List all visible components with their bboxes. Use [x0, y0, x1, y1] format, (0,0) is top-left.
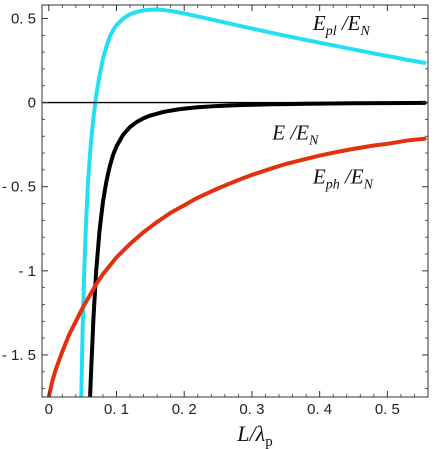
series-line-epl-en [79, 7, 427, 397]
x-tick-label: 0. 5 [375, 401, 400, 418]
y-tick-label: - 1 [18, 263, 36, 280]
x-axis-label: L/λp [236, 421, 272, 449]
y-tick-label: 0. 5 [11, 10, 36, 27]
y-tick-label: - 0. 5 [2, 179, 36, 196]
y-tick-label: 0 [28, 95, 36, 112]
plot-frame-layer [41, 4, 429, 398]
x-tick-label: 0. 1 [104, 401, 129, 418]
series-line-eph-en [46, 136, 427, 397]
series-label-e-en: E /EN [271, 121, 319, 149]
series-lines [46, 7, 427, 397]
tick-layer [42, 5, 428, 397]
series-label-eph-en: Eph /EN [312, 164, 374, 192]
series-line-e-en [88, 100, 427, 397]
plot-frame [41, 4, 429, 398]
y-tick-label: - 1. 5 [2, 347, 36, 364]
series-label-epl-en: Epl /EN [312, 11, 371, 39]
label-layer: 0 0. 1 0. 2 0. 3 0. 4 0. 5 0. 5 0 - 0. 5 - 1 - 1. … [2, 10, 400, 449]
x-tick-label: 0. 3 [239, 401, 264, 418]
x-tick-label: 0 [45, 401, 53, 418]
x-tick-label: 0. 4 [307, 401, 332, 418]
x-tick-label: 0. 2 [172, 401, 197, 418]
